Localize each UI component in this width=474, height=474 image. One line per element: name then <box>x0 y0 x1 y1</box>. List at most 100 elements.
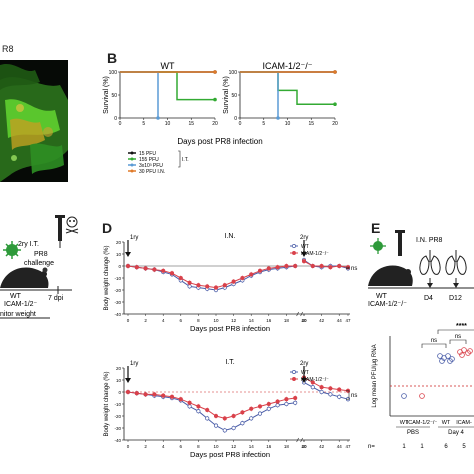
ko-data-point <box>319 263 324 269</box>
series-line <box>120 71 215 101</box>
ko-data-point <box>459 352 465 358</box>
ko-data-point <box>178 275 183 281</box>
arrow-1ry-head <box>125 378 131 383</box>
x-tick-label: 8 <box>197 444 200 449</box>
ko-data-point <box>125 263 131 269</box>
wt-data-point <box>196 409 201 414</box>
ko-data-point <box>231 413 236 419</box>
y-tick-label: 20 <box>116 240 122 245</box>
wt-data-point <box>266 406 271 411</box>
wt-data-point <box>205 416 210 421</box>
ns-bracket <box>346 266 350 269</box>
x-tick-label: 18 <box>284 318 290 323</box>
x-tick-label: ICAM-1/2⁻/⁻ <box>407 420 438 426</box>
legend-marker <box>130 169 134 173</box>
wt-legend-marker <box>292 244 296 248</box>
arrow-2ry-head <box>301 378 307 383</box>
axis-break <box>296 437 299 443</box>
ko-data-point <box>328 265 333 270</box>
y-tick-label: -20 <box>114 414 121 419</box>
wt-legend-marker <box>292 370 296 374</box>
x-axis-label: Days post PR8 infection <box>190 324 270 333</box>
wt-data-point <box>447 358 453 364</box>
label-dpi: 7 dpi <box>48 295 64 302</box>
panel-a-fragment-label: R8 <box>2 44 14 54</box>
x-tick-label: 16 <box>266 318 272 323</box>
ko-legend-label: ICAM-1/2⁻/⁻ <box>301 377 329 383</box>
series-line <box>240 71 335 105</box>
x-tick-label: 2 <box>144 318 147 323</box>
panel-b-letter: B <box>107 50 118 66</box>
x-tick-label: 0 <box>239 121 242 127</box>
panel-e-viral-load-chart: Log mean PFU/μg RNA****nsnsWTICAM-1/2⁻/⁻… <box>368 323 474 450</box>
x-tick-label: 4 <box>162 318 165 323</box>
x-tick-label: 20 <box>332 121 338 127</box>
ko-data-point <box>249 272 254 277</box>
wt-data-point <box>401 393 407 399</box>
ns-bracket <box>421 343 447 348</box>
x-tick-label: 0 <box>119 121 122 127</box>
y-tick-label: 0 <box>114 116 117 122</box>
x-tick-label: 10 <box>213 444 219 449</box>
syringe-icon <box>55 215 65 248</box>
n-value: 1 <box>420 444 424 450</box>
ko-legend-marker <box>292 377 296 381</box>
series-end-point <box>213 97 217 102</box>
x-tick-label: 12 <box>231 444 237 449</box>
x-tick-label: 15 <box>308 121 314 127</box>
axis-break <box>296 311 299 317</box>
x-tick-label: 6 <box>180 444 183 449</box>
wt-data-point <box>231 425 236 431</box>
axis-break <box>300 311 303 317</box>
ko-data-point <box>249 406 254 411</box>
wt-data-point <box>257 411 263 416</box>
y-axis-label: Log mean PFU/μg RNA <box>372 344 378 407</box>
legend-label: 15 PFU <box>139 151 156 157</box>
legend-marker <box>130 151 134 155</box>
label-challenge: challenge <box>24 260 54 267</box>
x-tick-label: WT <box>400 420 409 426</box>
ko-data-point <box>275 399 280 404</box>
ko-data-point <box>310 263 315 269</box>
ko-data-point <box>169 271 175 276</box>
arrow-1ry-label: 1ry <box>130 235 138 241</box>
x-tick-label: 20 <box>301 444 307 449</box>
y-tick-label: 100 <box>229 70 238 76</box>
virus-icon <box>3 241 21 259</box>
label-monitor: nitor weight <box>0 311 36 318</box>
label-wt: WT <box>10 293 22 300</box>
wt-data-point <box>284 401 289 407</box>
chart-title: I.N. <box>225 233 236 240</box>
x-tick-label: 0 <box>127 444 130 449</box>
x-axis-label: Days post PR8 infection <box>177 137 262 146</box>
x-tick-label: 10 <box>213 318 219 323</box>
panel-e-schematic: I.N. PR8 D4 D12 WT ICAM-1/2⁻/⁻ <box>368 230 474 308</box>
arrow-1ry-label: 1ry <box>130 361 138 367</box>
wt-legend-label: WT <box>301 370 309 376</box>
series-end-point <box>156 116 160 120</box>
series-end-point <box>213 70 217 74</box>
x-tick-label: 20 <box>212 121 218 127</box>
ko-data-point <box>161 268 166 273</box>
x-tick-label: 12 <box>231 318 237 323</box>
ko-legend-marker <box>292 251 296 255</box>
arrow-2ry-head <box>301 252 307 257</box>
wt-data-point <box>213 423 219 428</box>
n-value: 1 <box>402 444 406 450</box>
y-axis-label: Body weight change (%) <box>104 371 110 436</box>
legend-marker <box>130 163 134 167</box>
ko-data-point <box>419 393 425 399</box>
wt-data-point <box>445 353 451 359</box>
legend-marker <box>130 157 134 161</box>
y-tick-label: 20 <box>116 366 122 371</box>
label-wt: WT <box>376 293 388 300</box>
ko-data-point <box>143 392 148 397</box>
ko-data-point <box>319 385 324 390</box>
ko-data-point <box>293 395 298 401</box>
x-tick-label: 40 <box>301 444 307 449</box>
y-tick-label: 50 <box>111 93 117 99</box>
legend-label: 155 PFU <box>139 157 159 163</box>
ko-data-point <box>328 386 333 391</box>
ko-data-point <box>187 280 192 285</box>
ko-data-point <box>467 348 473 354</box>
